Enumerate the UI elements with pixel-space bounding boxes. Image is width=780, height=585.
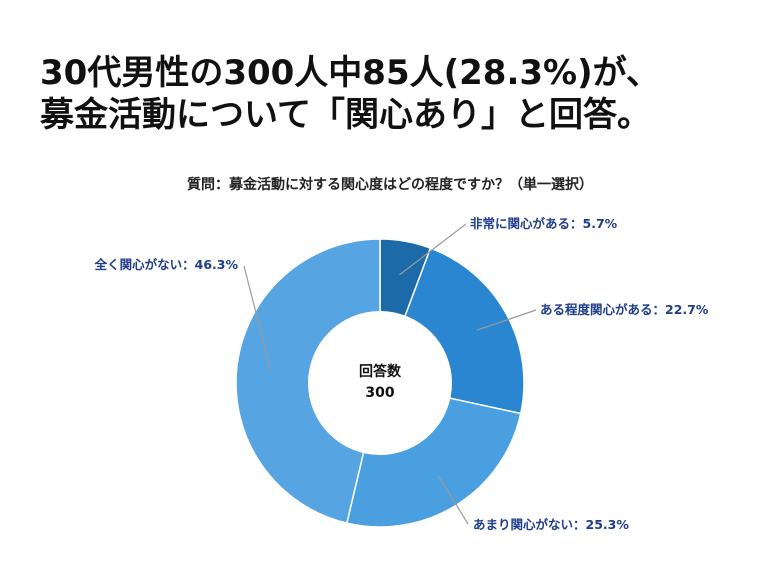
donut-hole xyxy=(308,311,452,455)
slice-not-interested xyxy=(235,238,381,525)
leader-lines xyxy=(243,223,537,525)
center-value: 300 xyxy=(365,385,394,401)
center-label: 回答数 xyxy=(359,363,402,380)
slice-label-not-very-interested: あまり関心がない：25.3% xyxy=(473,517,629,532)
slice-label-very-interested: 非常に関心がある：5.7% xyxy=(470,216,618,231)
slice-label-not-interested: 全く関心がない：46.3% xyxy=(94,257,239,272)
chart-title: 質問：募金活動に対する関心度はどの程度ですか？（単一選択） xyxy=(187,177,593,193)
slice-not-very-interested-leader-line xyxy=(438,475,469,525)
headline-line-2: 募金活動について「関心あり」と回答。 xyxy=(40,95,651,135)
slice-somewhat-interested-leader-line xyxy=(476,309,537,331)
headline: 30代男性の300人中85人(28.3%)が、 募金活動について「関心あり」と回… xyxy=(40,52,760,136)
slice-not-interested-leader-line xyxy=(243,265,272,371)
headline-line-1: 30代男性の300人中85人(28.3%)が、 xyxy=(40,53,660,93)
slice-label-somewhat-interested: ある程度関心がある：22.7% xyxy=(540,302,709,317)
slice-very-interested-leader-line xyxy=(399,223,467,276)
